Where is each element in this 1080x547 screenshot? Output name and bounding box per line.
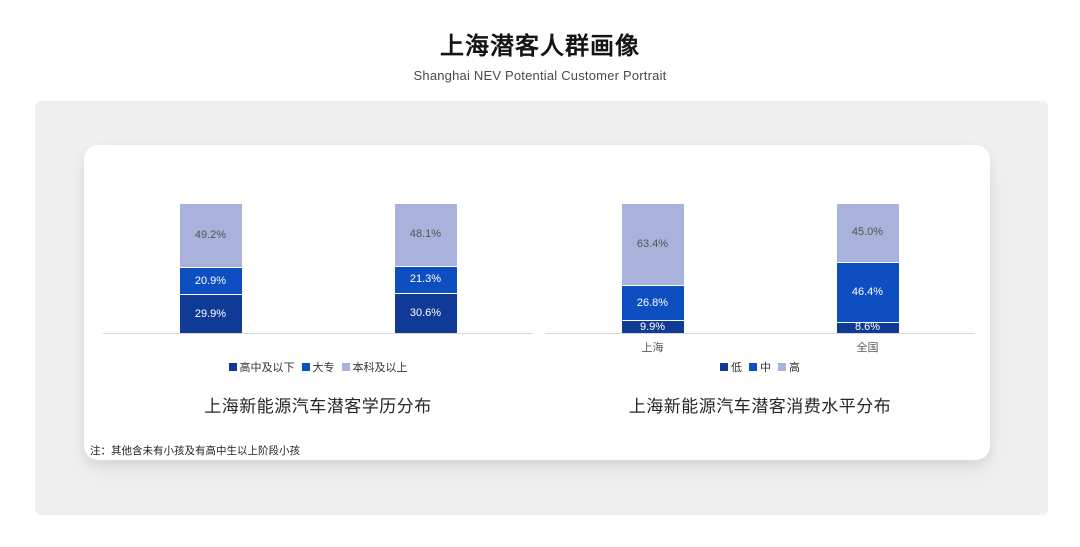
legend-swatch-icon bbox=[228, 363, 237, 371]
stacked-bar: 30.6% 21.3% 48.1% bbox=[394, 203, 457, 333]
legend-item: 高 bbox=[778, 359, 800, 375]
report-header: 上海潜客人群画像 Shanghai NEV Potential Customer… bbox=[0, 26, 1080, 83]
consumption-chart-title: 上海新能源汽车潜客消费水平分布 bbox=[628, 397, 892, 416]
bar-segment: 21.3% bbox=[394, 265, 457, 294]
education-chart-title: 上海新能源汽车潜客学历分布 bbox=[204, 397, 432, 416]
legend-label: 高中及以下 bbox=[239, 362, 295, 374]
x-axis-line bbox=[545, 333, 975, 334]
data-label: 49.2% bbox=[194, 229, 227, 241]
data-label: 46.4% bbox=[851, 285, 884, 298]
bar-segment: 29.9% bbox=[179, 294, 242, 333]
legend-swatch-icon bbox=[301, 363, 310, 371]
consumption-plot-area: 9.9% 26.8% 63.4% 上海 8.6% 46.4% 45.0% 全国 bbox=[545, 145, 975, 445]
legend-label: 高 bbox=[789, 362, 800, 374]
legend-item: 高中及以下 bbox=[228, 359, 295, 375]
bar-segment: 63.4% bbox=[621, 202, 684, 286]
portrait-panel: 29.9% 20.9% 49.2% 30.6% 21.3% 48.1% 高中及以下 大专 本科… bbox=[35, 101, 1048, 515]
education-distribution-chart: 29.9% 20.9% 49.2% 30.6% 21.3% 48.1% 高中及以下 大专 本科… bbox=[103, 145, 533, 445]
consumption-chart-legend: 低中高 bbox=[545, 359, 975, 375]
bar-segment: 45.0% bbox=[836, 203, 899, 262]
page-subtitle: Shanghai NEV Potential Customer Portrait bbox=[413, 68, 667, 83]
bar-segment: 30.6% bbox=[394, 293, 457, 333]
data-label: 26.8% bbox=[636, 296, 669, 309]
page-title: 上海潜客人群画像 bbox=[440, 33, 640, 60]
legend-item: 大专 bbox=[301, 359, 335, 375]
legend-swatch-icon bbox=[749, 363, 757, 371]
consumption-level-chart: 9.9% 26.8% 63.4% 上海 8.6% 46.4% 45.0% 全国 低 中 高 上海新… bbox=[545, 145, 975, 445]
legend-item: 中 bbox=[749, 359, 771, 375]
legend-swatch-icon bbox=[720, 363, 728, 371]
data-label: 20.9% bbox=[194, 274, 227, 287]
legend-label: 大专 bbox=[312, 362, 335, 374]
stacked-bar: 29.9% 20.9% 49.2% bbox=[179, 203, 242, 333]
data-label: 48.1% bbox=[409, 228, 442, 241]
x-axis-line bbox=[103, 333, 533, 334]
bar-segment: 48.1% bbox=[394, 203, 457, 266]
bar-segment: 26.8% bbox=[621, 285, 684, 321]
data-label: 21.3% bbox=[409, 273, 442, 286]
stacked-bar: 9.9% 26.8% 63.4% bbox=[621, 202, 684, 333]
bar-segment: 8.6% bbox=[836, 321, 899, 334]
bar-segment: 9.9% bbox=[621, 320, 684, 333]
data-label: 8.6% bbox=[854, 321, 881, 334]
data-label: 29.9% bbox=[194, 307, 227, 320]
stacked-bar: 8.6% 46.4% 45.0% bbox=[836, 203, 899, 334]
legend-label: 低 bbox=[731, 362, 742, 374]
legend-label: 中 bbox=[760, 362, 771, 374]
footnote: 注：其他含未有小孩及有高中生以上阶段小孩 bbox=[90, 445, 300, 457]
category-label: 上海 bbox=[641, 342, 664, 354]
bar-segment: 46.4% bbox=[836, 261, 899, 322]
data-label: 45.0% bbox=[851, 226, 884, 239]
data-label: 63.4% bbox=[636, 238, 669, 251]
charts-card: 29.9% 20.9% 49.2% 30.6% 21.3% 48.1% 高中及以下 大专 本科… bbox=[84, 145, 990, 460]
bar-segment: 49.2% bbox=[179, 203, 242, 267]
legend-item: 低 bbox=[720, 359, 742, 375]
education-chart-legend: 高中及以下 大专 本科及以上 bbox=[103, 359, 533, 375]
bar-segment: 20.9% bbox=[179, 266, 242, 295]
education-plot-area: 29.9% 20.9% 49.2% 30.6% 21.3% 48.1% bbox=[103, 145, 533, 445]
category-label: 全国 bbox=[856, 342, 879, 354]
legend-item: 本科及以上 bbox=[341, 359, 408, 375]
data-label: 9.9% bbox=[639, 320, 666, 333]
legend-swatch-icon bbox=[341, 363, 350, 371]
legend-swatch-icon bbox=[778, 363, 786, 371]
legend-label: 本科及以上 bbox=[352, 362, 408, 374]
data-label: 30.6% bbox=[409, 307, 442, 320]
